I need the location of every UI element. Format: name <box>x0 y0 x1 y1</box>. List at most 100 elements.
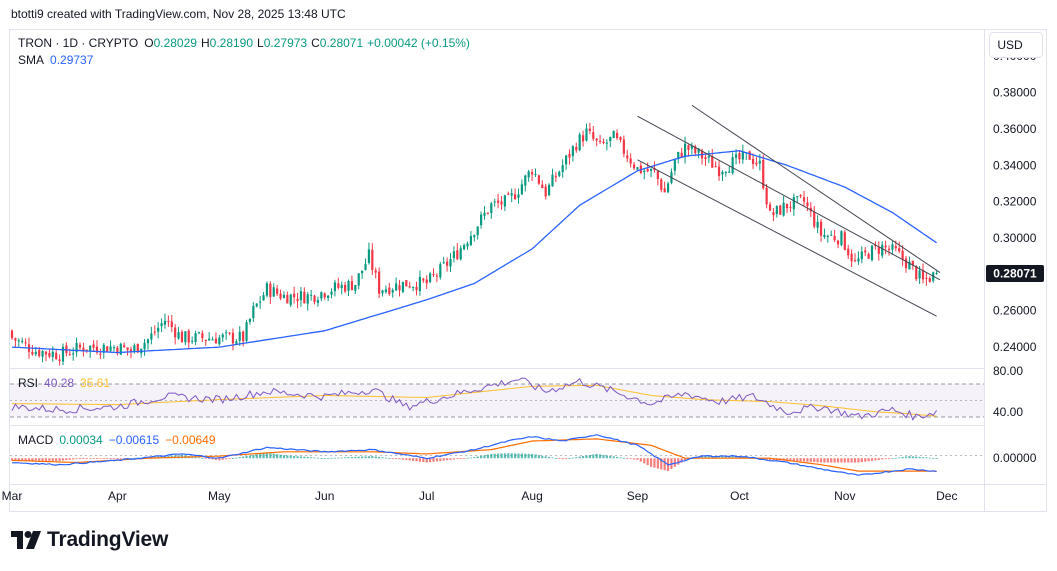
candle <box>738 151 741 164</box>
macd-histogram-bar <box>802 458 806 462</box>
candle <box>558 170 561 178</box>
candle-body <box>694 146 697 154</box>
candle-body <box>17 340 20 342</box>
candle-body <box>255 303 258 307</box>
currency-button[interactable] <box>989 32 1043 58</box>
candle-body <box>503 195 506 207</box>
candle-body <box>578 134 581 151</box>
candle <box>17 338 20 347</box>
candle-body <box>333 282 337 292</box>
candle-body <box>564 155 568 165</box>
candle-body <box>306 294 309 304</box>
macd-histogram-bar <box>908 456 911 459</box>
candle <box>496 193 500 208</box>
candle-body <box>860 251 863 260</box>
macd-histogram-bar <box>449 458 452 460</box>
candle <box>262 291 265 301</box>
candle <box>201 330 204 342</box>
macd-histogram-bar <box>860 458 863 463</box>
candle-body <box>595 138 598 141</box>
candle <box>310 289 313 301</box>
macd-histogram-bar <box>473 457 476 459</box>
macd-histogram-bar <box>537 455 540 459</box>
tradingview-brand[interactable]: TradingView <box>11 528 168 552</box>
candle <box>21 337 24 344</box>
macd-histogram-bar <box>503 453 506 459</box>
macd-histogram-bar <box>918 456 921 459</box>
macd-histogram-bar <box>649 458 653 467</box>
candle <box>802 190 806 207</box>
macd-histogram-bar <box>524 453 527 459</box>
candle-body <box>289 294 292 305</box>
macd-histogram-bar <box>721 456 724 459</box>
candle-body <box>299 291 303 301</box>
candle-body <box>660 179 663 190</box>
candle-body <box>191 340 194 342</box>
candle-body <box>109 346 112 351</box>
candle <box>486 212 489 215</box>
candle-body <box>228 332 231 334</box>
candle-body <box>711 156 714 168</box>
candle <box>143 338 146 356</box>
candle-body <box>174 327 177 338</box>
candle <box>490 201 493 219</box>
candle-body <box>194 333 197 342</box>
candle <box>877 241 880 261</box>
macd-histogram-bar <box>231 458 235 460</box>
candle <box>265 281 269 298</box>
macd-histogram-bar <box>24 458 27 461</box>
candle-body <box>248 318 252 322</box>
macd-histogram-bar <box>452 458 456 460</box>
candle <box>337 277 340 290</box>
candle-body <box>303 291 306 304</box>
macd-histogram-bar <box>72 458 75 460</box>
price-tick-label: 0.34000 <box>993 158 1037 172</box>
macd-histogram-bar <box>507 453 510 459</box>
macd-histogram-bar <box>337 457 340 459</box>
candle <box>887 245 891 256</box>
candle-body <box>796 196 799 198</box>
candle-body <box>146 339 150 344</box>
candle <box>109 340 112 352</box>
candle-body <box>510 193 513 196</box>
macd-histogram-bar <box>112 458 116 460</box>
candle-body <box>374 270 377 273</box>
macd-histogram-bar <box>673 458 676 467</box>
candle <box>615 129 619 141</box>
candle-body <box>116 347 119 354</box>
candle <box>231 328 235 351</box>
candle-body <box>843 232 846 250</box>
macd-legend: MACD 0.00034 −0.00615 −0.00649 <box>18 433 216 447</box>
macd-histogram-bar <box>296 456 299 459</box>
macd-histogram-bar <box>683 458 687 461</box>
candle-body <box>384 289 388 292</box>
candle <box>864 247 867 257</box>
descending-channel[interactable] <box>637 104 941 317</box>
candle-body <box>44 351 48 355</box>
candle-body <box>218 337 221 345</box>
candle <box>106 345 109 353</box>
candle-body <box>534 174 537 176</box>
candle-body <box>21 341 24 343</box>
candle <box>772 208 775 222</box>
candle-body <box>908 261 911 270</box>
candle-body <box>680 152 683 158</box>
price-tick-label: 0.36000 <box>993 122 1037 136</box>
candle <box>517 188 520 204</box>
macd-histogram-bar <box>564 458 568 460</box>
legend-symbol: TRON · 1D · CRYPTO <box>18 36 138 50</box>
candle <box>395 277 398 292</box>
candle <box>632 161 636 171</box>
candle <box>170 315 173 333</box>
candle <box>833 229 836 243</box>
macd-histogram-bar <box>252 454 255 459</box>
candle <box>425 275 428 289</box>
macd-histogram-bar <box>459 458 462 460</box>
time-tick-label: May <box>208 489 231 503</box>
candle-body <box>775 205 778 215</box>
candle <box>850 249 853 268</box>
candle-body <box>163 320 167 325</box>
candle <box>422 277 425 283</box>
candle-body <box>415 286 418 291</box>
